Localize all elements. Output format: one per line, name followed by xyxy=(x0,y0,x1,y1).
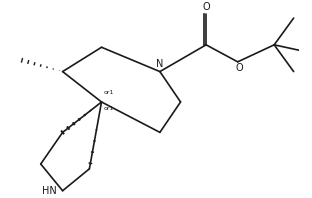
Text: O: O xyxy=(236,63,244,72)
Text: N: N xyxy=(156,59,163,69)
Text: HN: HN xyxy=(42,186,56,196)
Text: or1: or1 xyxy=(104,90,114,95)
Text: or1: or1 xyxy=(104,106,114,111)
Text: O: O xyxy=(202,2,210,12)
